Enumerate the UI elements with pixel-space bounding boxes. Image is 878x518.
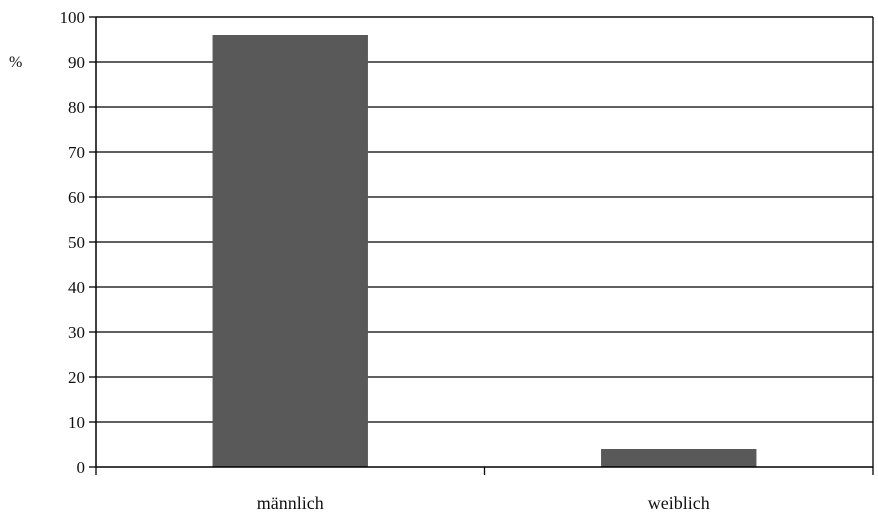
bars (212, 35, 757, 467)
x-category-label: weiblich (648, 493, 710, 513)
x-category-label: männlich (257, 493, 324, 513)
y-tick-label: 70 (68, 143, 85, 162)
bar-männlich (212, 35, 368, 467)
y-tick-label: 0 (77, 458, 86, 477)
y-tick-label: 60 (68, 188, 85, 207)
axes (89, 16, 874, 475)
y-axis-label: % (9, 54, 22, 71)
y-tick-label: 20 (68, 368, 85, 387)
y-tick-label: 80 (68, 98, 85, 117)
bar-weiblich (601, 449, 757, 467)
labels: 0 10 20 30 40 50 60 70 80 90 100 männlich weiblich% (9, 8, 710, 513)
y-tick-label: 90 (68, 53, 85, 72)
y-tick-label: 30 (68, 323, 85, 342)
y-tick-label: 100 (60, 8, 86, 27)
y-tick-label: 40 (68, 278, 85, 297)
y-tick-label: 10 (68, 413, 85, 432)
y-tick-label: 50 (68, 233, 85, 252)
